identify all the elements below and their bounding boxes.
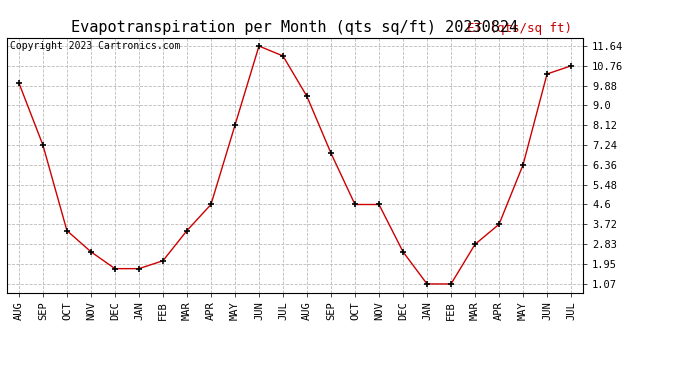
Title: Evapotranspiration per Month (qts sq/ft) 20230824: Evapotranspiration per Month (qts sq/ft)… xyxy=(71,20,519,35)
Text: ET (qts/sq ft): ET (qts/sq ft) xyxy=(466,22,571,35)
Text: Copyright 2023 Cartronics.com: Copyright 2023 Cartronics.com xyxy=(10,41,180,51)
